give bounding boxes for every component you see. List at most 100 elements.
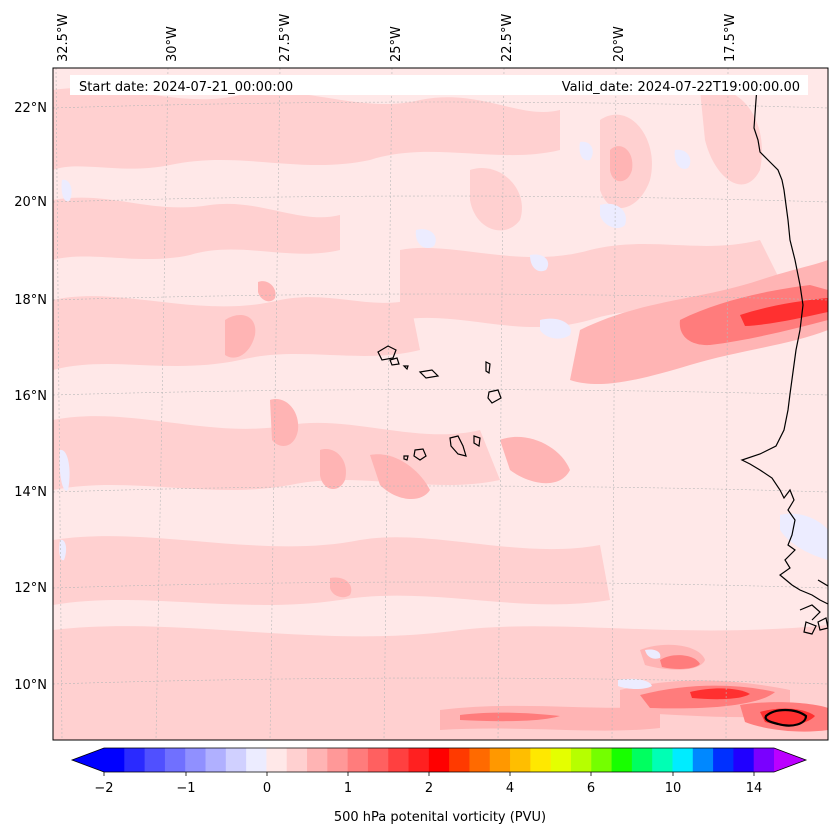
- colorbar-cell: [266, 748, 288, 772]
- lat-label-14n: 14°N: [14, 485, 47, 500]
- parallel-10n: [53, 677, 828, 685]
- cbar-tick-label: −1: [176, 781, 195, 796]
- colorbar-cell: [225, 748, 247, 772]
- island-sal: [485, 361, 491, 375]
- colorbar-cell: [753, 748, 775, 772]
- lon-label-30w: 30°W: [165, 26, 180, 62]
- longitude-labels: 32.5°W 30°W 27.5°W 25°W 22.5°W 20°W 17.5…: [56, 14, 738, 62]
- colorbar-cell: [408, 748, 430, 772]
- island-santiago: [449, 435, 467, 457]
- colorbar-cell: [713, 748, 734, 772]
- parallel-18n: [53, 293, 828, 301]
- colorbar-ticks: [103, 772, 755, 776]
- latitude-labels: 22°N 20°N 18°N 16°N 14°N 12°N 10°N: [14, 101, 47, 693]
- colorbar-cell: [428, 748, 450, 772]
- colorbar-cell: [327, 748, 349, 772]
- colorbar-cell: [530, 748, 552, 772]
- colorbar-cell: [449, 748, 470, 772]
- colorbar-cell: [104, 748, 125, 772]
- cbar-tick-label: 2: [425, 781, 433, 796]
- parallel-14n: [53, 485, 828, 493]
- colorbar-cell: [286, 748, 308, 772]
- colorbar-cell: [591, 748, 613, 772]
- colorbar-cell: [307, 748, 328, 772]
- meridian-32-5w: [55, 68, 63, 740]
- colorbar-cell: [347, 748, 369, 772]
- cbar-tick-label: 14: [746, 781, 763, 796]
- island-boa-vista: [487, 389, 502, 404]
- meridian-17-5w: [725, 68, 729, 740]
- island-sao-vicente: [389, 357, 400, 366]
- lat-label-16n: 16°N: [14, 389, 47, 404]
- colorbar-cell: [510, 748, 531, 772]
- cbar-tick-label: 10: [665, 781, 682, 796]
- meridian-25w: [383, 68, 393, 740]
- lat-label-22n: 22°N: [14, 101, 47, 116]
- cbar-tick-label: 4: [506, 781, 514, 796]
- colorbar-cell: [388, 748, 410, 772]
- lat-label-20n: 20°N: [14, 195, 47, 210]
- start-date-label: Start date: 2024-07-21_00:00:00: [79, 80, 293, 95]
- parallel-20n: [53, 195, 828, 203]
- colorbar-cell: [246, 748, 267, 772]
- cbar-tick-label: 6: [587, 781, 595, 796]
- colorbar-label: 500 hPa potenital vorticity (PVU): [334, 810, 546, 825]
- date-header-box: [70, 75, 808, 95]
- meridian-27-5w: [269, 68, 281, 740]
- map-frame: [52, 67, 829, 741]
- island-santo-antao: [377, 345, 397, 361]
- lat-label-12n: 12°N: [14, 581, 47, 596]
- map-panel: Start date: 2024-07-21_00:00:00 Valid_da…: [53, 68, 828, 740]
- lon-label-17-5w: 17.5°W: [723, 14, 738, 62]
- colorbar-cell: [367, 748, 389, 772]
- colorbar-cell: [652, 748, 673, 772]
- island-brava: [403, 455, 409, 461]
- colorbar-cell: [692, 748, 714, 772]
- island-sao-nicolau: [418, 369, 440, 379]
- colorbar-cell: [672, 748, 694, 772]
- meridian-20w: [611, 68, 617, 740]
- cbar-tick-label: −2: [94, 781, 113, 796]
- lon-label-25w: 25°W: [389, 26, 404, 62]
- island-fogo: [413, 448, 427, 461]
- colorbar-cell: [205, 748, 227, 772]
- lon-label-27-5w: 27.5°W: [278, 14, 293, 62]
- colorbar-cells: [104, 748, 775, 772]
- colorbar-cell: [489, 748, 511, 772]
- parallel-22n: [53, 101, 828, 109]
- colorbar-cell: [185, 748, 207, 772]
- colorbar-extend-low: [72, 748, 104, 772]
- colorbar-cell: [550, 748, 572, 772]
- colorbar-cell: [733, 748, 755, 772]
- lat-label-18n: 18°N: [14, 293, 47, 308]
- colorbar-cell: [144, 748, 166, 772]
- cape-verde-islands: [377, 345, 502, 461]
- island-maio: [473, 435, 481, 447]
- parallel-16n: [53, 389, 828, 396]
- cbar-tick-label: 1: [344, 781, 352, 796]
- colorbar: −2 −1 0 1 2 4 6 10 14 500 hPa potenital …: [70, 747, 808, 825]
- lon-label-20w: 20°W: [612, 26, 627, 62]
- lon-label-32-5w: 32.5°W: [56, 14, 71, 62]
- colorbar-cell: [631, 748, 653, 772]
- graticule: [53, 68, 828, 740]
- lon-label-22-5w: 22.5°W: [500, 14, 515, 62]
- coastal-feature-bottom-right: [764, 708, 808, 727]
- cbar-tick-label: 0: [263, 781, 271, 796]
- meridian-30w: [155, 68, 169, 740]
- colorbar-cell: [124, 748, 146, 772]
- colorbar-extend-high: [774, 748, 806, 772]
- colorbar-cell: [469, 748, 491, 772]
- valid-date-label: Valid_date: 2024-07-22T19:00:00.00: [562, 80, 800, 95]
- pv-field-negative: [59, 141, 828, 689]
- colorbar-cell: [164, 748, 186, 772]
- meridian-22-5w: [497, 68, 505, 740]
- colorbar-tick-labels: −2 −1 0 1 2 4 6 10 14: [94, 781, 762, 796]
- west-africa-coastline: [740, 74, 828, 635]
- colorbar-cell: [570, 748, 592, 772]
- lat-label-10n: 10°N: [14, 678, 47, 693]
- islet-santa-luzia: [402, 365, 409, 371]
- parallel-12n: [53, 581, 828, 589]
- colorbar-cell: [611, 748, 633, 772]
